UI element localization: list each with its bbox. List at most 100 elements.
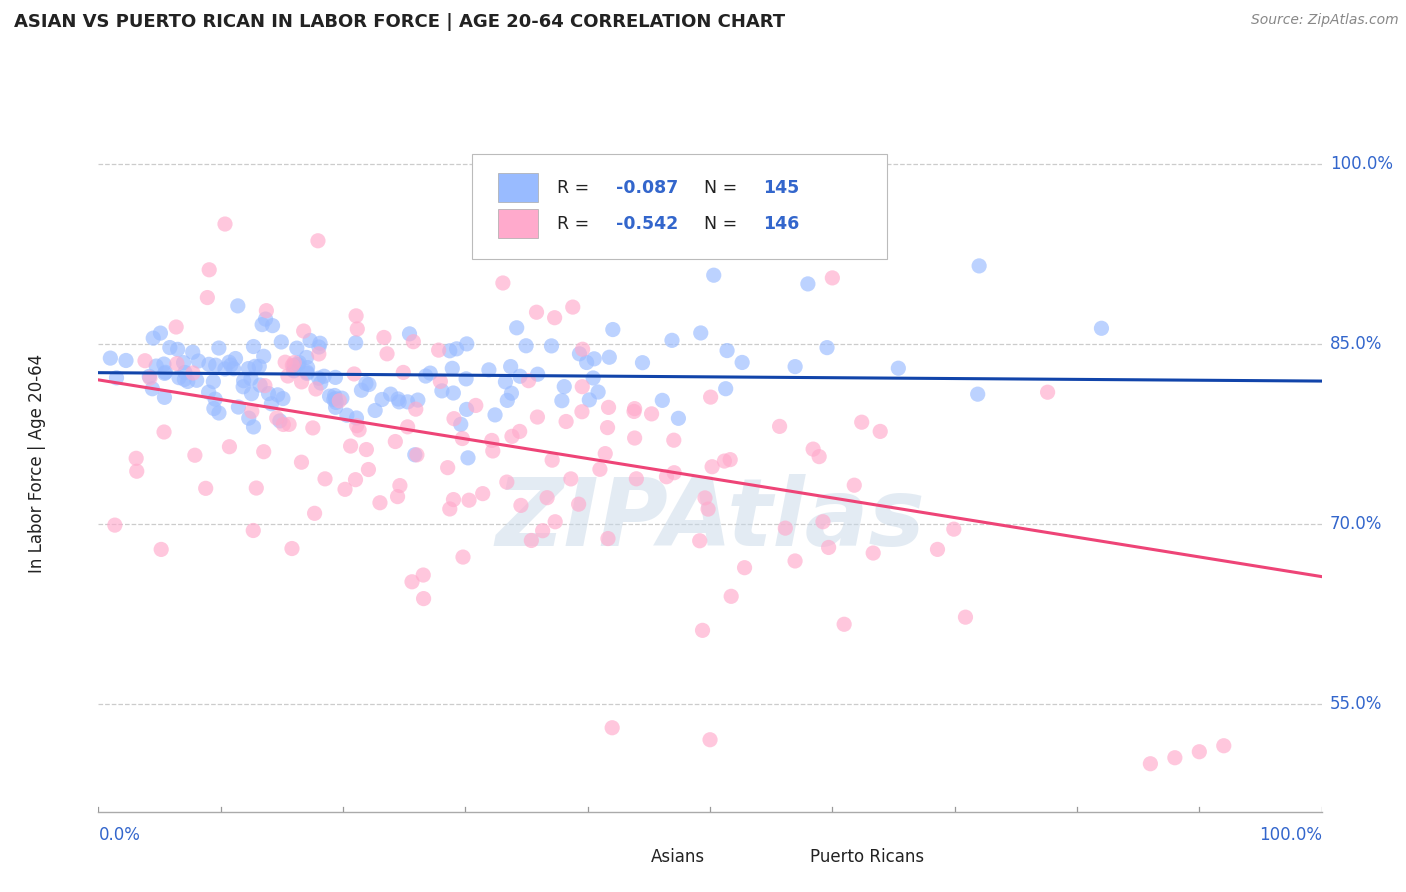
Point (785, 359, 807, 374)
Point (232, 374, 254, 388)
Point (330, 391, 353, 405)
Point (356, 442, 378, 457)
Point (299, 334, 322, 348)
Point (551, 393, 574, 408)
Text: N =: N = (704, 178, 742, 196)
Point (526, 410, 548, 425)
Point (364, 403, 387, 417)
Text: 100.0%: 100.0% (1330, 155, 1393, 173)
Point (325, 395, 347, 409)
Point (967, 259, 990, 273)
Point (697, 502, 720, 516)
Point (429, 375, 451, 389)
Point (623, 404, 645, 418)
Point (278, 417, 301, 432)
Point (165, 320, 187, 334)
Point (270, 334, 292, 349)
Point (267, 388, 290, 402)
Point (456, 372, 478, 386)
Point (561, 300, 583, 314)
Point (173, 372, 195, 386)
Point (662, 243, 685, 257)
Point (371, 392, 394, 407)
Point (536, 491, 558, 505)
Bar (612, 847, 640, 867)
Text: Puerto Ricans: Puerto Ricans (810, 848, 925, 866)
Point (623, 401, 645, 416)
Point (322, 392, 344, 407)
Point (651, 393, 673, 408)
Point (125, 451, 148, 466)
Point (817, 541, 839, 555)
Point (568, 497, 591, 511)
Point (281, 541, 304, 556)
Point (640, 407, 662, 421)
Text: -0.087: -0.087 (616, 178, 678, 196)
Point (471, 486, 494, 500)
Text: N =: N = (704, 215, 742, 233)
Point (439, 502, 461, 516)
Point (415, 369, 437, 384)
Point (238, 361, 260, 376)
Point (325, 392, 347, 406)
Point (295, 365, 318, 379)
Point (153, 357, 176, 371)
Point (495, 475, 517, 489)
Point (343, 367, 366, 381)
Point (238, 411, 260, 425)
Point (153, 425, 176, 439)
Point (253, 378, 276, 392)
Point (240, 386, 263, 401)
Point (441, 361, 464, 376)
Point (134, 353, 156, 368)
Point (509, 425, 531, 439)
Point (862, 546, 884, 560)
Text: 145: 145 (762, 178, 799, 196)
Point (450, 417, 472, 432)
Point (509, 369, 531, 384)
Bar (498, 173, 537, 202)
Point (596, 420, 619, 434)
Point (141, 382, 163, 396)
Point (439, 343, 461, 358)
Point (138, 369, 160, 384)
Point (583, 351, 606, 366)
Point (287, 358, 309, 372)
Point (214, 217, 236, 231)
Point (242, 340, 264, 354)
Point (277, 369, 299, 384)
Point (292, 324, 315, 338)
Point (586, 384, 609, 399)
Point (631, 356, 654, 370)
Point (626, 472, 648, 486)
Point (208, 406, 231, 420)
Point (398, 326, 420, 341)
Point (942, 522, 965, 536)
Point (177, 375, 200, 389)
Point (202, 375, 225, 389)
Point (443, 492, 465, 507)
Point (492, 276, 515, 290)
Point (869, 425, 891, 439)
Point (308, 340, 330, 354)
Point (198, 262, 221, 277)
Point (541, 453, 564, 467)
Point (166, 343, 188, 357)
Point (596, 532, 619, 546)
Point (254, 312, 277, 326)
Point (387, 490, 409, 504)
Point (380, 387, 402, 401)
Point (484, 408, 506, 422)
Point (481, 434, 503, 448)
Point (783, 554, 806, 568)
Point (245, 481, 267, 495)
Point (344, 473, 367, 487)
Point (125, 464, 148, 478)
Bar (498, 210, 537, 238)
Point (149, 326, 172, 340)
Point (662, 433, 685, 447)
Point (328, 393, 350, 408)
Point (226, 299, 249, 313)
Point (104, 518, 127, 533)
Point (305, 382, 328, 396)
